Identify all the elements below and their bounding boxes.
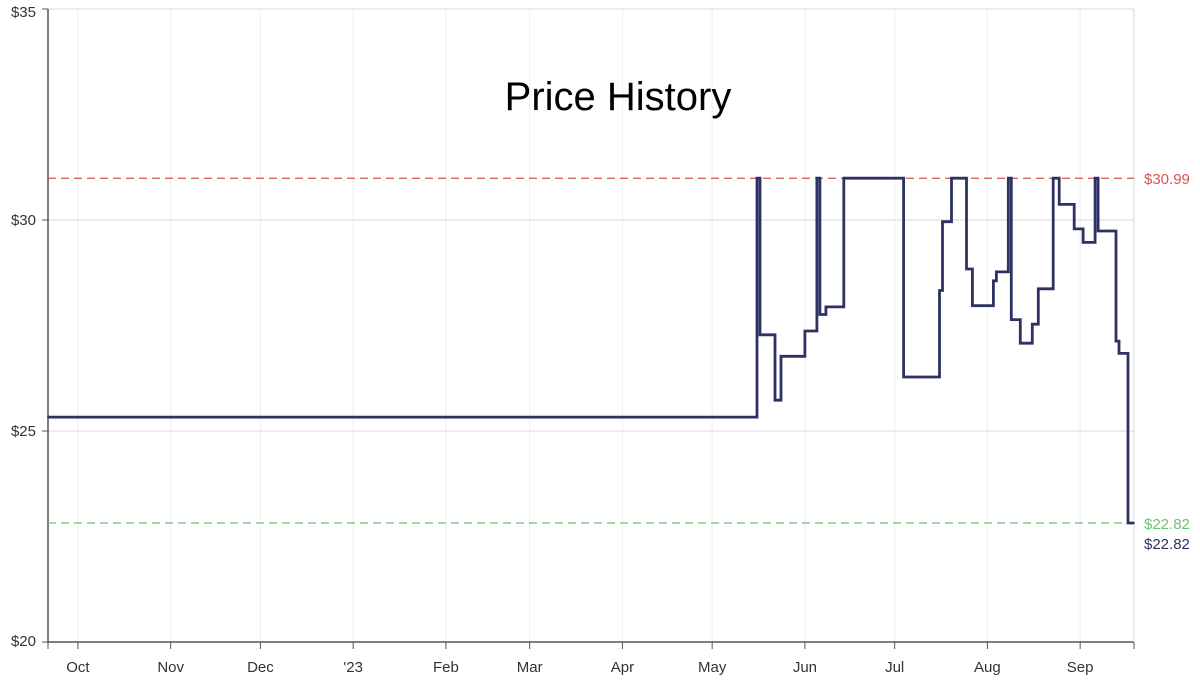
price-series bbox=[47, 176, 1135, 525]
price-point bbox=[824, 306, 827, 308]
x-tick-label: Nov bbox=[157, 659, 184, 676]
price-point bbox=[804, 330, 806, 332]
price-point bbox=[1007, 177, 1010, 180]
price-point bbox=[1118, 352, 1120, 355]
x-tick-label: Jun bbox=[793, 659, 817, 676]
price-point bbox=[902, 376, 905, 378]
price-point bbox=[971, 304, 974, 307]
reference-lines bbox=[48, 177, 1134, 524]
price-point bbox=[1115, 340, 1117, 343]
axes bbox=[42, 8, 1135, 649]
price-point bbox=[1127, 522, 1129, 524]
price-point bbox=[1097, 230, 1099, 232]
x-tick-label: Oct bbox=[66, 659, 90, 676]
price-point bbox=[1052, 177, 1055, 180]
price-point bbox=[842, 177, 845, 180]
price-point bbox=[47, 416, 49, 418]
price-point bbox=[1094, 177, 1097, 180]
x-tick-label: '23 bbox=[343, 659, 363, 676]
price-point bbox=[938, 289, 941, 292]
x-tick-label: Feb bbox=[433, 659, 459, 676]
x-tick-label: Apr bbox=[611, 659, 634, 676]
price-point bbox=[818, 313, 821, 316]
price-point bbox=[992, 279, 995, 282]
price-point bbox=[941, 220, 944, 223]
lowest-price-label: $22.82 bbox=[1144, 516, 1190, 533]
highest-price-label: $30.99 bbox=[1144, 171, 1190, 188]
x-tick-label: May bbox=[698, 659, 727, 676]
x-tick-label: Mar bbox=[517, 659, 543, 676]
price-point bbox=[1073, 227, 1076, 230]
price-point bbox=[780, 355, 782, 358]
price-point bbox=[1010, 318, 1013, 321]
price-point bbox=[759, 333, 761, 336]
price-point bbox=[774, 399, 776, 402]
price-line bbox=[48, 176, 1134, 525]
y-tick-label: $30 bbox=[11, 212, 36, 229]
price-point bbox=[950, 177, 953, 180]
price-point bbox=[965, 268, 968, 270]
price-point bbox=[1037, 287, 1040, 290]
price-point bbox=[1019, 342, 1022, 345]
price-point bbox=[815, 177, 818, 180]
current-price-label: $22.82 bbox=[1144, 536, 1190, 553]
price-point bbox=[995, 271, 998, 273]
tick-labels: $20 $25 $30 $35 Oct Nov Dec '23 Feb Mar Apr May Jun J… bbox=[11, 4, 1190, 676]
y-tick-label: $35 bbox=[11, 4, 36, 21]
x-tick-label: Aug bbox=[974, 659, 1001, 676]
x-tick-label: Dec bbox=[247, 659, 274, 676]
chart-title: Price History bbox=[505, 75, 732, 119]
price-point bbox=[1058, 203, 1061, 206]
x-tick-label: Sep bbox=[1067, 659, 1094, 676]
y-tick-label: $25 bbox=[11, 423, 36, 440]
price-point bbox=[1031, 323, 1034, 326]
price-point bbox=[1133, 522, 1135, 524]
price-point bbox=[756, 177, 758, 180]
x-tick-label: Jul bbox=[885, 659, 904, 676]
price-point bbox=[1082, 241, 1085, 244]
y-tick-label: $20 bbox=[11, 633, 36, 650]
